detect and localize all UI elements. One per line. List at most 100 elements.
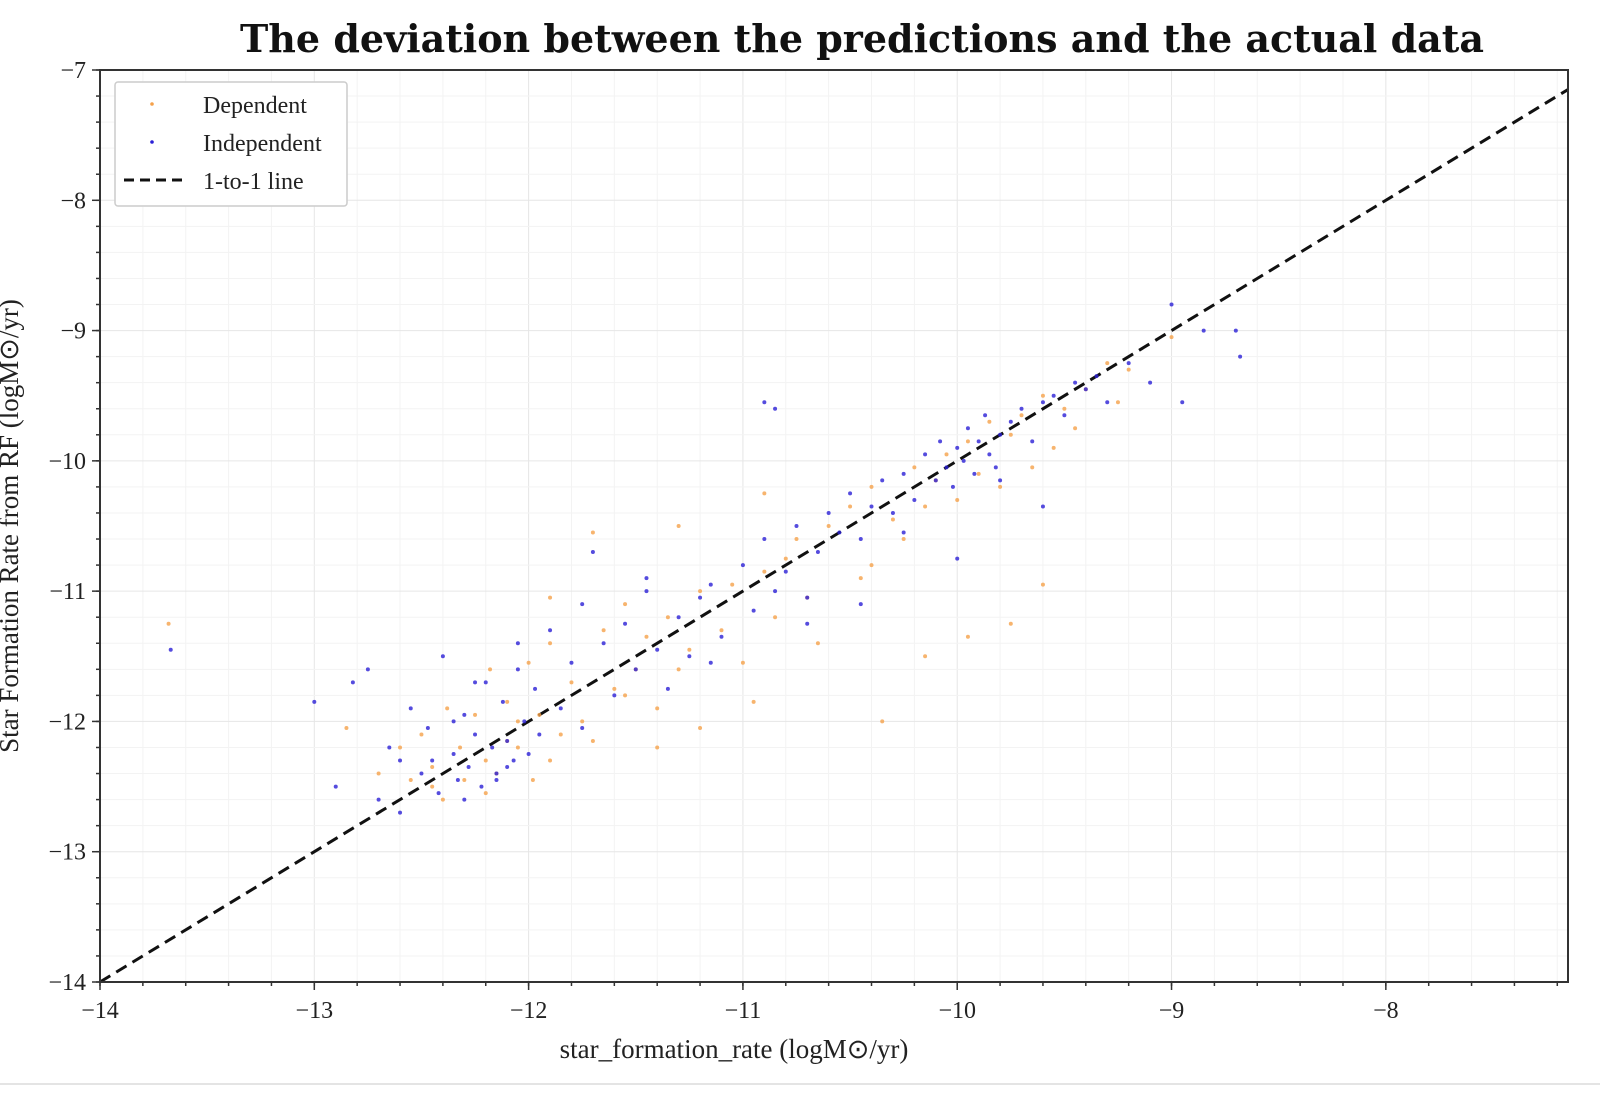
point-dependent xyxy=(558,732,563,737)
point-independent xyxy=(901,530,906,535)
x-tick-label: −14 xyxy=(81,998,119,1024)
point-dependent xyxy=(644,634,649,639)
point-independent xyxy=(665,686,670,691)
point-independent xyxy=(1062,413,1067,418)
point-dependent xyxy=(869,563,874,568)
point-independent xyxy=(933,478,938,483)
point-independent xyxy=(944,465,949,470)
point-dependent xyxy=(912,465,917,470)
point-dependent xyxy=(1105,361,1110,366)
point-independent xyxy=(993,465,998,470)
point-dependent xyxy=(462,778,467,783)
point-independent xyxy=(612,693,617,698)
point-dependent xyxy=(655,706,660,711)
legend-marker-independent xyxy=(150,140,154,144)
point-independent xyxy=(398,758,403,763)
point-independent xyxy=(580,725,585,730)
point-dependent xyxy=(483,758,488,763)
point-independent xyxy=(858,602,863,607)
point-independent xyxy=(548,628,553,633)
point-independent xyxy=(466,765,471,770)
point-independent xyxy=(1083,387,1088,392)
point-independent xyxy=(815,550,820,555)
point-dependent xyxy=(430,765,435,770)
point-independent xyxy=(972,471,977,476)
point-dependent xyxy=(344,725,349,730)
x-tick-label: −9 xyxy=(1159,998,1185,1024)
point-independent xyxy=(644,576,649,581)
point-dependent xyxy=(166,621,171,626)
grid xyxy=(99,69,1568,983)
point-independent xyxy=(490,745,495,750)
point-dependent xyxy=(569,680,574,685)
point-dependent xyxy=(698,725,703,730)
point-independent xyxy=(950,484,955,489)
point-independent xyxy=(500,699,505,704)
point-independent xyxy=(955,556,960,561)
point-independent xyxy=(515,641,520,646)
point-independent xyxy=(773,589,778,594)
point-dependent xyxy=(473,712,478,717)
point-independent xyxy=(601,641,606,646)
point-dependent xyxy=(923,504,928,509)
point-dependent xyxy=(419,732,424,737)
point-dependent xyxy=(1051,445,1056,450)
one-to-one-line xyxy=(99,88,1569,984)
point-independent xyxy=(387,745,392,750)
point-dependent xyxy=(890,517,895,522)
legend-label-independent: Independent xyxy=(203,131,322,157)
point-independent xyxy=(1094,374,1099,379)
point-independent xyxy=(869,504,874,509)
point-dependent xyxy=(548,595,553,600)
point-dependent xyxy=(515,719,520,724)
point-independent xyxy=(483,680,488,685)
point-dependent xyxy=(1040,393,1045,398)
point-independent xyxy=(955,445,960,450)
point-dependent xyxy=(526,660,531,665)
point-independent xyxy=(858,537,863,542)
legend-marker-dependent xyxy=(150,102,154,106)
point-independent xyxy=(890,510,895,515)
point-dependent xyxy=(901,537,906,542)
point-independent xyxy=(998,432,1003,437)
point-dependent xyxy=(440,797,445,802)
point-independent xyxy=(805,621,810,626)
chart-title: The deviation between the predictions an… xyxy=(240,16,1484,61)
point-dependent xyxy=(590,738,595,743)
point-dependent xyxy=(687,647,692,652)
point-independent xyxy=(533,686,538,691)
point-independent xyxy=(644,589,649,594)
point-dependent xyxy=(515,745,520,750)
point-dependent xyxy=(398,745,403,750)
y-tick-label: −13 xyxy=(48,840,86,866)
point-dependent xyxy=(998,484,1003,489)
axis-ticks: −14 −13 −12 −11 −10 −9 −8 −14 −13 −12 −11 −10 −9 −8 −7 xyxy=(48,58,1559,1024)
point-dependent xyxy=(955,497,960,502)
point-independent xyxy=(848,491,853,496)
point-dependent xyxy=(783,556,788,561)
x-tick-label: −8 xyxy=(1373,998,1399,1024)
point-independent xyxy=(494,778,499,783)
point-dependent xyxy=(976,471,981,476)
point-independent xyxy=(398,810,403,815)
point-independent xyxy=(436,791,441,796)
point-independent xyxy=(655,647,660,652)
point-independent xyxy=(938,439,943,444)
point-independent xyxy=(350,680,355,685)
point-independent xyxy=(451,719,456,724)
point-dependent xyxy=(408,778,413,783)
y-tick-label: −14 xyxy=(48,970,86,996)
point-dependent xyxy=(590,530,595,535)
point-independent xyxy=(1030,439,1035,444)
point-dependent xyxy=(858,576,863,581)
point-dependent xyxy=(430,784,435,789)
point-independent xyxy=(762,400,767,405)
point-dependent xyxy=(1073,426,1078,431)
plot-frame xyxy=(99,69,1569,983)
point-independent xyxy=(976,439,981,444)
point-independent xyxy=(558,706,563,711)
point-independent xyxy=(708,582,713,587)
point-independent xyxy=(923,452,928,457)
point-dependent xyxy=(376,771,381,776)
